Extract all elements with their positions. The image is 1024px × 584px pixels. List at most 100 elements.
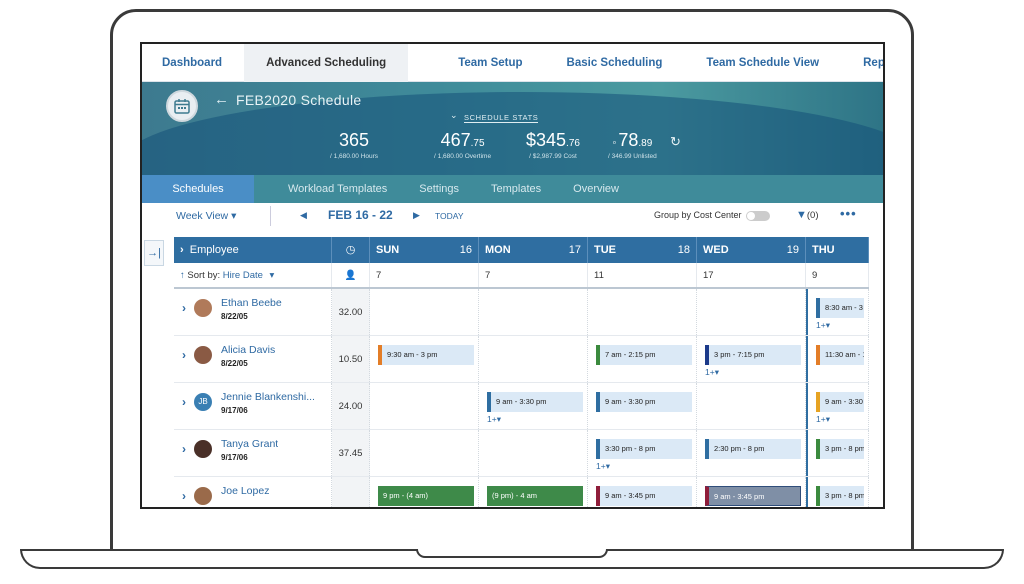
more-shifts-link[interactable]: 1+▾ xyxy=(816,414,830,424)
employee-cell[interactable]: › Alicia Davis 8/22/05 xyxy=(174,336,332,382)
day-cell[interactable] xyxy=(697,289,806,335)
day-count: 17 xyxy=(697,263,806,287)
chevron-right-icon[interactable]: › xyxy=(182,395,186,409)
refresh-icon[interactable]: ↻ xyxy=(670,134,681,149)
shift-block[interactable]: 3 pm - 8 pm xyxy=(816,486,864,506)
nav-team-setup[interactable]: Team Setup xyxy=(458,56,523,69)
day-cell[interactable]: 2:30 pm - 8 pm xyxy=(697,430,806,476)
shift-block[interactable]: 7 am - 2:15 pm xyxy=(596,345,692,365)
employee-cell[interactable]: › Ethan Beebe 8/22/05 xyxy=(174,289,332,335)
day-header-thu: THU xyxy=(806,237,869,263)
group-by-toggle[interactable] xyxy=(745,210,770,221)
day-cell[interactable] xyxy=(479,430,588,476)
employee-cell[interactable]: › JB Jennie Blankenshi... 9/17/06 xyxy=(174,383,332,429)
nav-advanced-scheduling[interactable]: Advanced Scheduling xyxy=(244,44,409,82)
day-cell[interactable]: 9 pm - (4 am) xyxy=(370,477,479,507)
day-cell[interactable]: 8:30 am - 3 pm 1+▾ xyxy=(806,289,869,335)
stat-unlisted-sub: / 346.99 Unlisted xyxy=(608,153,657,160)
more-options-icon[interactable]: ••• xyxy=(840,206,857,221)
sort-by-control[interactable]: ↑ Sort by: Hire Date ▾ xyxy=(174,263,332,287)
shift-block[interactable]: 3:30 pm - 8 pm xyxy=(596,439,692,459)
tab-overview[interactable]: Overview xyxy=(573,183,619,195)
day-cell[interactable] xyxy=(479,336,588,382)
prev-week-icon[interactable]: ◀ xyxy=(300,210,307,220)
shift-block[interactable]: 3 pm - 8 pm xyxy=(816,439,864,459)
shift-block[interactable]: 9 am - 3:30 pm xyxy=(816,392,864,412)
tab-workload-templates[interactable]: Workload Templates xyxy=(288,183,388,195)
today-button[interactable]: TODAY xyxy=(435,211,464,221)
day-cell[interactable]: 9 am - 3:30 pm xyxy=(588,383,697,429)
schedule-title: FEB2020 Schedule xyxy=(236,92,362,108)
top-nav: Dashboard Advanced Scheduling Team Setup… xyxy=(142,44,883,82)
next-week-icon[interactable]: ▶ xyxy=(413,210,420,220)
tab-settings[interactable]: Settings xyxy=(419,183,460,195)
day-cell[interactable]: 11:30 am - 12:45 xyxy=(806,336,869,382)
employee-name[interactable]: Joe Lopez xyxy=(221,485,270,497)
stat-overtime-sub: / 1,680.00 Overtime xyxy=(434,153,492,160)
shift-block[interactable]: 9 am - 3:30 pm xyxy=(596,392,692,412)
shift-block[interactable]: 9:30 am - 3 pm xyxy=(378,345,474,365)
shift-block[interactable]: 9 am - 3:45 pm xyxy=(596,486,692,506)
day-cell[interactable] xyxy=(588,289,697,335)
shift-block[interactable]: 9 am - 3:45 pm xyxy=(705,486,801,506)
day-cell[interactable]: 9 am - 3:30 pm 1+▾ xyxy=(479,383,588,429)
shift-block[interactable]: 9 am - 3:30 pm xyxy=(487,392,583,412)
shift-block[interactable]: 8:30 am - 3 pm xyxy=(816,298,864,318)
day-cell[interactable] xyxy=(370,430,479,476)
week-view-dropdown[interactable]: Week View ▾ xyxy=(176,210,236,222)
employee-name[interactable]: Jennie Blankenshi... xyxy=(221,391,315,403)
chevron-down-icon[interactable]: ⌄ xyxy=(450,110,458,120)
more-shifts-link[interactable]: 1+▾ xyxy=(816,320,830,330)
schedule-stats-toggle[interactable]: SCHEDULE STATS xyxy=(464,113,539,123)
day-cell[interactable]: 3 pm - 7:15 pm 1+▾ xyxy=(697,336,806,382)
nav-dashboard[interactable]: Dashboard xyxy=(162,56,223,69)
group-by-cost-center: Group by Cost Center xyxy=(654,210,770,221)
day-cell[interactable]: 3:30 pm - 8 pm 1+▾ xyxy=(588,430,697,476)
day-cell[interactable]: 9 am - 3:45 pm xyxy=(697,477,806,507)
day-cell[interactable]: 9 am - 3:30 pm 1+▾ xyxy=(806,383,869,429)
day-cell[interactable] xyxy=(370,383,479,429)
day-cell[interactable] xyxy=(370,289,479,335)
back-arrow-icon[interactable]: ← xyxy=(214,91,229,108)
nav-reports[interactable]: Reports xyxy=(863,56,885,69)
employee-column-header[interactable]: › Employee xyxy=(174,237,332,263)
shift-block[interactable]: 11:30 am - 12:45 xyxy=(816,345,864,365)
day-cell[interactable]: (9 pm) - 4 am xyxy=(479,477,588,507)
shift-block[interactable]: 2:30 pm - 8 pm xyxy=(705,439,801,459)
day-cell[interactable]: 9:30 am - 3 pm xyxy=(370,336,479,382)
stat-cost-decimal: .76 xyxy=(566,138,580,149)
tab-schedules[interactable]: Schedules xyxy=(142,175,254,203)
filter-button[interactable]: ▼(0) xyxy=(796,209,819,221)
chevron-right-icon[interactable]: › xyxy=(182,301,186,315)
table-row: › Tanya Grant 9/17/06 37.45 3:30 pm - 8 pm 1+… xyxy=(174,430,869,477)
chevron-right-icon[interactable]: › xyxy=(182,442,186,456)
day-cell[interactable] xyxy=(697,383,806,429)
nav-basic-scheduling[interactable]: Basic Scheduling xyxy=(566,56,663,69)
day-cell[interactable]: 3 pm - 8 pm xyxy=(806,477,869,507)
shift-block[interactable]: (9 pm) - 4 am xyxy=(487,486,583,506)
more-shifts-link[interactable]: 1+▾ xyxy=(487,414,501,424)
shift-block[interactable]: 9 pm - (4 am) xyxy=(378,486,474,506)
employee-cell[interactable]: › Joe Lopez xyxy=(174,477,332,507)
expand-all-icon[interactable]: › xyxy=(180,244,184,256)
day-cell[interactable]: 9 am - 3:45 pm xyxy=(588,477,697,507)
expand-panel-icon[interactable]: →| xyxy=(144,240,164,266)
employee-cell[interactable]: › Tanya Grant 9/17/06 xyxy=(174,430,332,476)
tab-templates[interactable]: Templates xyxy=(491,183,542,195)
chevron-right-icon[interactable]: › xyxy=(182,348,186,362)
more-shifts-link[interactable]: 1+▾ xyxy=(705,367,719,377)
day-cell[interactable]: 7 am - 2:15 pm xyxy=(588,336,697,382)
stat-overtime: 467.75 / 1,680.00 Overtime xyxy=(434,130,491,160)
hours-clock-icon[interactable]: ◷ xyxy=(332,237,370,263)
day-cell[interactable]: 3 pm - 8 pm xyxy=(806,430,869,476)
shift-block[interactable]: 3 pm - 7:15 pm xyxy=(705,345,801,365)
employee-name[interactable]: Tanya Grant xyxy=(221,438,279,450)
more-shifts-link[interactable]: 1+▾ xyxy=(596,461,610,471)
chevron-right-icon[interactable]: › xyxy=(182,489,186,503)
nav-team-schedule-view[interactable]: Team Schedule View xyxy=(706,56,820,69)
day-num: 16 xyxy=(459,244,472,256)
employee-name[interactable]: Ethan Beebe xyxy=(221,297,282,309)
employee-name[interactable]: Alicia Davis xyxy=(221,344,276,356)
caret-down-icon: ▾ xyxy=(269,270,275,281)
day-cell[interactable] xyxy=(479,289,588,335)
